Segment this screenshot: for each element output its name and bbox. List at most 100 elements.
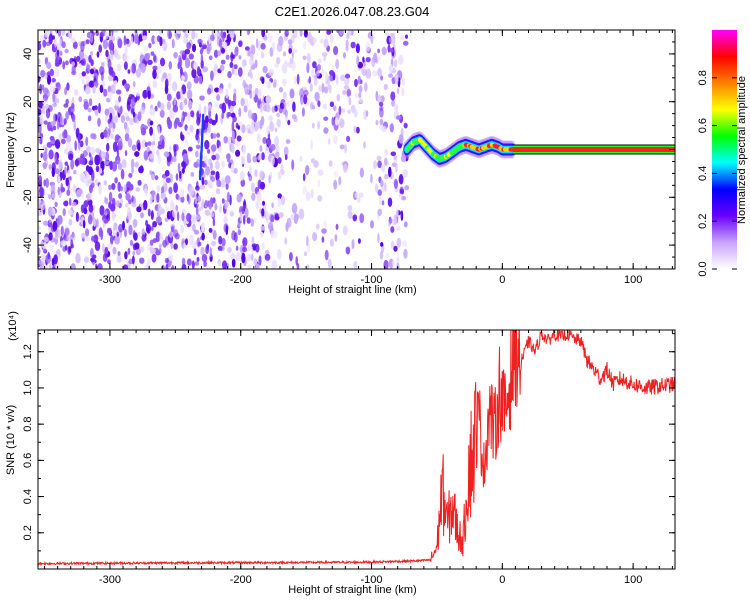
noise-cell bbox=[105, 197, 109, 205]
noise-cell bbox=[98, 44, 102, 53]
noise-cell bbox=[291, 114, 297, 120]
noise-cell bbox=[161, 139, 165, 149]
noise-cell bbox=[47, 75, 51, 85]
noise-cell bbox=[48, 218, 53, 223]
noise-cell bbox=[238, 107, 242, 118]
noise-cell bbox=[393, 245, 398, 252]
noise-cell bbox=[154, 36, 158, 43]
noise-cell bbox=[317, 179, 321, 188]
noise-cell bbox=[390, 91, 396, 101]
noise-cell bbox=[373, 160, 378, 170]
noise-cell bbox=[269, 122, 275, 132]
noise-cell bbox=[172, 143, 177, 153]
noise-cell bbox=[56, 98, 59, 104]
noise-cell bbox=[274, 213, 280, 221]
noise-cell bbox=[124, 132, 130, 142]
noise-cell bbox=[108, 191, 113, 203]
noise-cell bbox=[272, 41, 276, 52]
noise-cell bbox=[110, 204, 116, 212]
noise-cell bbox=[268, 174, 271, 184]
noise-cell bbox=[88, 55, 92, 63]
noise-cell bbox=[277, 249, 282, 260]
noise-cell bbox=[120, 115, 125, 124]
noise-cell bbox=[222, 34, 225, 42]
noise-cell bbox=[144, 53, 150, 62]
noise-cell bbox=[248, 49, 251, 57]
noise-cell bbox=[308, 76, 311, 84]
noise-cell bbox=[312, 61, 317, 69]
noise-cell bbox=[358, 97, 364, 104]
noise-cell bbox=[65, 98, 69, 105]
noise-cell bbox=[149, 239, 154, 246]
snr-ytick-label: 0.4 bbox=[22, 489, 34, 504]
noise-cell bbox=[295, 256, 299, 266]
noise-cell bbox=[375, 120, 379, 126]
noise-cell bbox=[199, 95, 205, 101]
noise-cell bbox=[156, 35, 161, 42]
noise-cell bbox=[40, 200, 46, 211]
noise-cell bbox=[195, 150, 199, 158]
noise-cell bbox=[238, 40, 243, 47]
noise-cell bbox=[62, 208, 66, 217]
noise-cell bbox=[207, 148, 211, 154]
noise-cell bbox=[166, 116, 171, 126]
noise-cell bbox=[186, 258, 192, 266]
noise-cell bbox=[99, 205, 105, 216]
noise-cell bbox=[209, 212, 215, 218]
noise-cell bbox=[264, 253, 271, 261]
noise-cell bbox=[316, 64, 322, 71]
noise-cell bbox=[160, 57, 165, 67]
noise-cell bbox=[212, 133, 217, 139]
noise-cell bbox=[259, 181, 266, 190]
noise-cell bbox=[201, 44, 207, 50]
noise-cell bbox=[347, 109, 351, 114]
noise-cell bbox=[38, 232, 41, 243]
noise-cell bbox=[299, 155, 303, 162]
noise-cell bbox=[299, 30, 303, 37]
noise-cell bbox=[71, 113, 76, 123]
noise-cell bbox=[85, 236, 91, 242]
noise-cell bbox=[355, 92, 358, 99]
noise-cell bbox=[43, 179, 46, 187]
noise-cell bbox=[70, 239, 74, 249]
noise-cell bbox=[240, 155, 245, 165]
colorbar-label: Normalized spectral amplitude bbox=[736, 76, 748, 224]
noise-cell bbox=[257, 155, 262, 161]
noise-cell bbox=[187, 146, 193, 152]
noise-cell bbox=[184, 48, 191, 55]
noise-cell bbox=[208, 227, 213, 233]
noise-cell bbox=[152, 69, 157, 79]
noise-cell bbox=[396, 262, 400, 269]
noise-cell bbox=[238, 67, 243, 77]
noise-cell bbox=[381, 186, 385, 193]
noise-cell bbox=[79, 63, 82, 69]
noise-cell bbox=[293, 75, 297, 85]
noise-cell bbox=[373, 52, 378, 63]
noise-cell bbox=[170, 199, 174, 210]
noise-cell bbox=[350, 104, 356, 113]
noise-cell bbox=[208, 55, 213, 61]
noise-cell bbox=[244, 46, 250, 51]
noise-cell bbox=[38, 260, 42, 265]
noise-cell bbox=[394, 103, 399, 113]
noise-cell bbox=[389, 48, 394, 53]
noise-cell bbox=[270, 144, 276, 151]
noise-cell bbox=[125, 38, 130, 45]
noise-cell bbox=[132, 111, 136, 118]
noise-cell bbox=[118, 193, 122, 199]
noise-cell bbox=[257, 120, 261, 129]
noise-cell bbox=[214, 31, 220, 38]
noise-cell bbox=[357, 75, 361, 85]
noise-cell bbox=[210, 170, 216, 176]
noise-cell bbox=[218, 38, 223, 49]
noise-cell bbox=[108, 91, 113, 100]
noise-cell bbox=[48, 232, 53, 241]
noise-cell bbox=[168, 254, 174, 261]
noise-cell bbox=[155, 250, 161, 256]
noise-cell bbox=[206, 243, 210, 250]
noise-cell bbox=[151, 253, 157, 263]
noise-cell bbox=[41, 70, 46, 76]
noise-cell bbox=[38, 180, 43, 188]
noise-cell bbox=[179, 88, 183, 98]
